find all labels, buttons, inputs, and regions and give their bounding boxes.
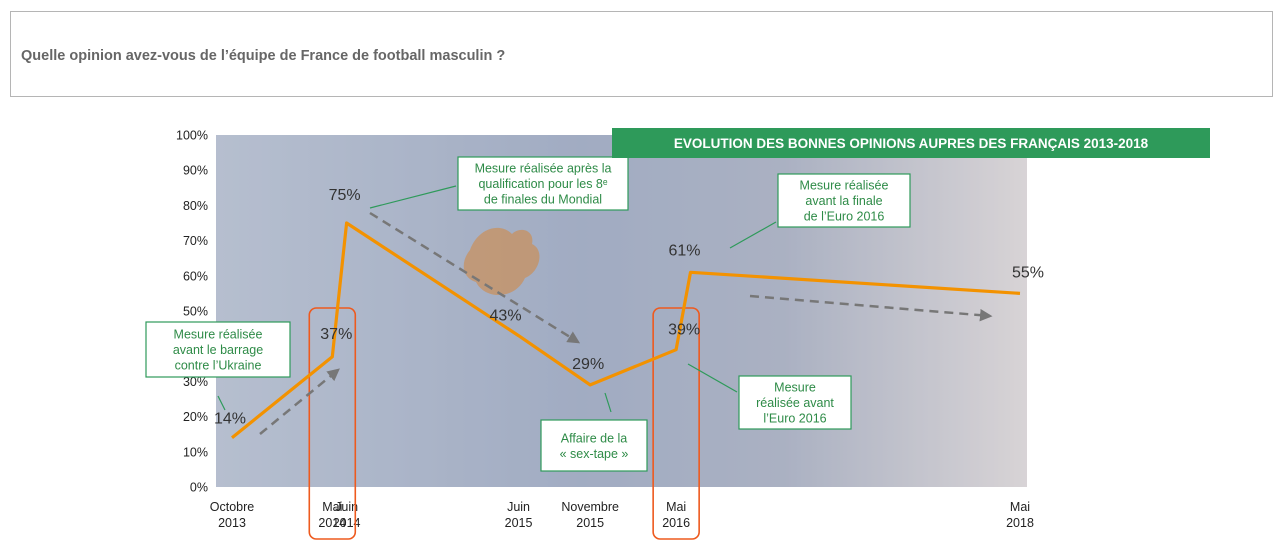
question-box: Quelle opinion avez-vous de l’équipe de …: [10, 11, 1273, 97]
y-tick-label: 30%: [183, 375, 208, 389]
y-tick-label: 90%: [183, 164, 208, 178]
annotation-text: avant la finale: [805, 194, 882, 208]
annotation-box: [457, 156, 629, 211]
x-tick-label: 2014: [333, 516, 361, 530]
series-line: [230, 221, 1021, 439]
annotation-text: de finales du Mondial: [484, 193, 602, 207]
annotation-text: contre l’Ukraine: [175, 359, 262, 373]
data-label: 75%: [329, 187, 361, 204]
data-label: 29%: [572, 356, 604, 373]
annotation-leader: [729, 221, 777, 249]
y-tick-label: 80%: [183, 199, 208, 213]
annotation-text: Mesure: [774, 381, 816, 395]
annotation-box: [738, 375, 852, 430]
x-tick-label: 2014: [318, 516, 346, 530]
data-label: 55%: [1012, 264, 1044, 281]
annotation-box: [540, 419, 648, 472]
data-label: 39%: [668, 322, 700, 339]
x-tick-label: Mai: [1010, 500, 1030, 514]
annotation-text: de l’Euro 2016: [804, 210, 885, 224]
chart-title: EVOLUTION DES BONNES OPINIONS AUPRES DES…: [674, 136, 1149, 151]
x-tick-label: Mai: [666, 500, 686, 514]
annotation-text: avant le barrage: [173, 343, 263, 357]
annotation-text: Mesure réalisée: [800, 179, 889, 193]
annotation-box: [777, 173, 911, 228]
trend-arrow: [259, 368, 340, 435]
y-tick-label: 60%: [183, 269, 208, 283]
x-tick-label: 2013: [218, 516, 246, 530]
x-tick-label: 2018: [1006, 516, 1034, 530]
annotation-leader: [604, 392, 612, 413]
trend-arrow: [749, 294, 993, 322]
data-label: 14%: [214, 411, 246, 428]
x-tick-label: 2015: [576, 516, 604, 530]
annotation-text: Mesure réalisée après la: [475, 162, 612, 176]
x-tick-label: Mai: [322, 500, 342, 514]
annotation-text: réalisée avant: [756, 396, 834, 410]
annotation-leader: [369, 185, 457, 209]
title-banner: [612, 128, 1210, 158]
x-tick-label: 2016: [662, 516, 690, 530]
data-label: 61%: [668, 242, 700, 259]
highlight-box: [652, 307, 700, 540]
y-tick-label: 10%: [183, 445, 208, 459]
annotation-text: Affaire de la: [561, 431, 628, 445]
annotation-text: l’Euro 2016: [763, 412, 826, 426]
highlight-box: [308, 307, 357, 540]
x-tick-label: Novembre: [561, 500, 619, 514]
annotation-leader: [217, 395, 226, 411]
rooster-emblem: [463, 227, 540, 296]
y-tick-label: 0%: [190, 481, 208, 495]
annotation-text: « sex-tape »: [560, 447, 629, 461]
x-tick-label: Juin: [507, 500, 530, 514]
x-tick-label: Octobre: [210, 500, 255, 514]
annotation-text: Mesure réalisée: [174, 328, 263, 342]
x-tick-label: Juin: [335, 500, 358, 514]
trend-arrow: [369, 211, 581, 344]
y-tick-label: 100%: [176, 129, 208, 143]
annotation-text: qualification pour les 8ᵉ: [478, 177, 607, 191]
y-tick-label: 70%: [183, 234, 208, 248]
y-tick-label: 50%: [183, 305, 208, 319]
annotation-leader: [687, 363, 738, 393]
annotation-box: [145, 321, 291, 378]
x-tick-label: 2015: [505, 516, 533, 530]
y-tick-label: 20%: [183, 410, 208, 424]
data-label: 37%: [320, 326, 352, 343]
question-title: Quelle opinion avez-vous de l’équipe de …: [21, 48, 506, 64]
data-label: 43%: [490, 308, 522, 325]
